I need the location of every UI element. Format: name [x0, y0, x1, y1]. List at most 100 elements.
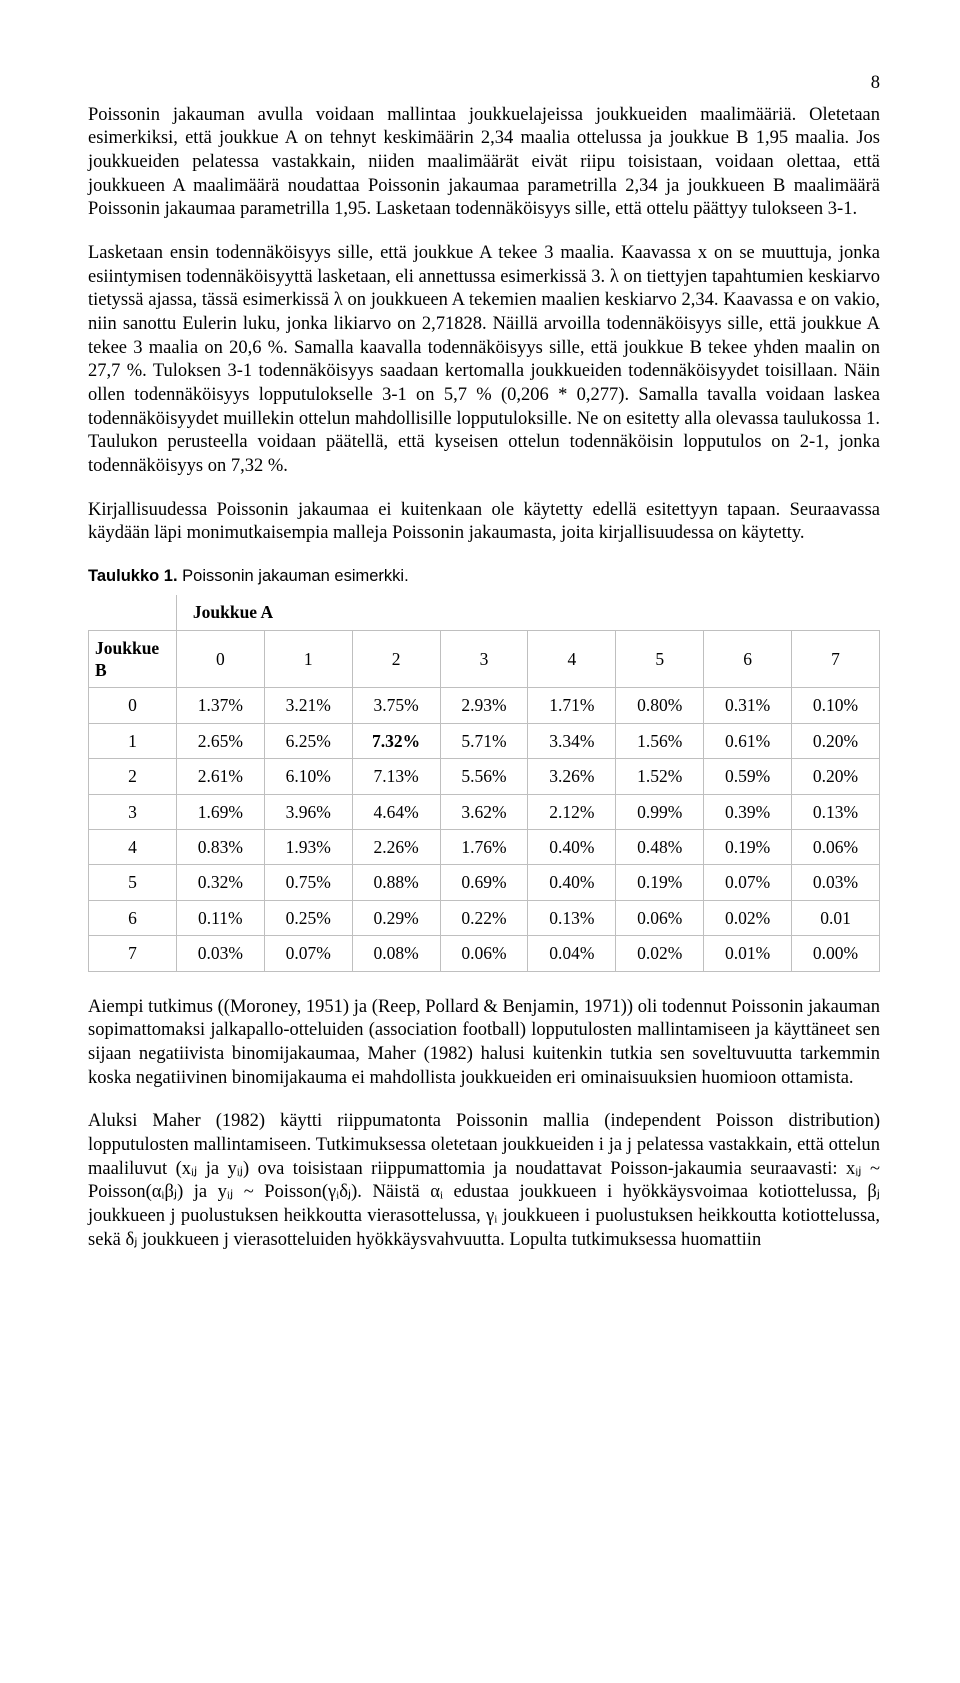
table-row: 22.61%6.10%7.13%5.56%3.26%1.52%0.59%0.20… — [89, 759, 880, 794]
paragraph-2: Lasketaan ensin todennäköisyys sille, et… — [88, 242, 880, 479]
poisson-table: Joukkue A Joukkue B 01234567 01.37%3.21%… — [88, 595, 880, 971]
table-cell: 0.75% — [264, 865, 352, 900]
table-cell: 0.06% — [440, 936, 528, 971]
col-header: 2 — [352, 630, 440, 688]
table-cell: 0.32% — [176, 865, 264, 900]
table-cell: 2.61% — [176, 759, 264, 794]
table-cell: 0.83% — [176, 829, 264, 864]
table-cell: 0.40% — [528, 865, 616, 900]
col-header: 5 — [616, 630, 704, 688]
col-header: 0 — [176, 630, 264, 688]
table-cell: 2.12% — [528, 794, 616, 829]
table-cell: 0.08% — [352, 936, 440, 971]
table-cell: 0.59% — [704, 759, 792, 794]
row-header: 1 — [89, 723, 177, 758]
col-header: 4 — [528, 630, 616, 688]
table-cell: 2.65% — [176, 723, 264, 758]
page-number: 8 — [88, 72, 880, 96]
table-cell: 0.19% — [616, 865, 704, 900]
table-row: 12.65%6.25%7.32%5.71%3.34%1.56%0.61%0.20… — [89, 723, 880, 758]
table-cell: 0.03% — [176, 936, 264, 971]
table-cell: 3.21% — [264, 688, 352, 723]
table-row: 70.03%0.07%0.08%0.06%0.04%0.02%0.01%0.00… — [89, 936, 880, 971]
table-cell: 3.75% — [352, 688, 440, 723]
table-cell: 0.80% — [616, 688, 704, 723]
table-row: 60.11%0.25%0.29%0.22%0.13%0.06%0.02%0.01 — [89, 900, 880, 935]
left-axis-label: Joukkue B — [89, 630, 177, 688]
table-cell: 0.02% — [704, 900, 792, 935]
table-cell: 0.99% — [616, 794, 704, 829]
table-cell: 0.01 — [792, 900, 880, 935]
table-cell: 0.03% — [792, 865, 880, 900]
table-cell: 3.26% — [528, 759, 616, 794]
table-cell: 5.56% — [440, 759, 528, 794]
table-cell: 3.96% — [264, 794, 352, 829]
table-cell: 5.71% — [440, 723, 528, 758]
table-cell: 0.11% — [176, 900, 264, 935]
table-cell: 0.00% — [792, 936, 880, 971]
table-cell: 1.93% — [264, 829, 352, 864]
table-row: 50.32%0.75%0.88%0.69%0.40%0.19%0.07%0.03… — [89, 865, 880, 900]
table-header-row-2: Joukkue B 01234567 — [89, 630, 880, 688]
table-cell: 0.07% — [704, 865, 792, 900]
table-caption-text: Poissonin jakauman esimerkki. — [178, 567, 409, 585]
table-cell: 0.04% — [528, 936, 616, 971]
row-header: 2 — [89, 759, 177, 794]
table-cell: 0.02% — [616, 936, 704, 971]
table-cell: 0.88% — [352, 865, 440, 900]
table-cell: 0.48% — [616, 829, 704, 864]
table-cell: 0.06% — [616, 900, 704, 935]
table-caption-label: Taulukko 1. — [88, 567, 178, 585]
table-cell: 0.40% — [528, 829, 616, 864]
table-cell: 0.01% — [704, 936, 792, 971]
top-axis-label: Joukkue A — [176, 595, 879, 630]
table-cell: 4.64% — [352, 794, 440, 829]
paragraph-4: Aiempi tutkimus ((Moroney, 1951) ja (Ree… — [88, 996, 880, 1091]
table-cell: 1.56% — [616, 723, 704, 758]
table-cell: 0.20% — [792, 759, 880, 794]
row-header: 3 — [89, 794, 177, 829]
table-cell: 7.32% — [352, 723, 440, 758]
col-header: 6 — [704, 630, 792, 688]
table-cell: 0.10% — [792, 688, 880, 723]
table-cell: 6.25% — [264, 723, 352, 758]
table-cell: 2.93% — [440, 688, 528, 723]
table-corner-empty — [89, 595, 177, 630]
table-cell: 0.22% — [440, 900, 528, 935]
col-header: 7 — [792, 630, 880, 688]
table-cell: 1.37% — [176, 688, 264, 723]
table-row: 01.37%3.21%3.75%2.93%1.71%0.80%0.31%0.10… — [89, 688, 880, 723]
table-cell: 1.76% — [440, 829, 528, 864]
table-cell: 0.29% — [352, 900, 440, 935]
table-cell: 0.39% — [704, 794, 792, 829]
table-cell: 0.13% — [528, 900, 616, 935]
table-cell: 0.25% — [264, 900, 352, 935]
table-cell: 2.26% — [352, 829, 440, 864]
table-cell: 0.13% — [792, 794, 880, 829]
table-cell: 3.62% — [440, 794, 528, 829]
paragraph-3: Kirjallisuudessa Poissonin jakaumaa ei k… — [88, 499, 880, 546]
table-row: 40.83%1.93%2.26%1.76%0.40%0.48%0.19%0.06… — [89, 829, 880, 864]
table-row: 31.69%3.96%4.64%3.62%2.12%0.99%0.39%0.13… — [89, 794, 880, 829]
table-cell: 0.61% — [704, 723, 792, 758]
col-header: 1 — [264, 630, 352, 688]
table-cell: 1.69% — [176, 794, 264, 829]
table-cell: 0.31% — [704, 688, 792, 723]
table-cell: 1.71% — [528, 688, 616, 723]
paragraph-1: Poissonin jakauman avulla voidaan mallin… — [88, 104, 880, 222]
table-cell: 0.20% — [792, 723, 880, 758]
table-cell: 6.10% — [264, 759, 352, 794]
paragraph-5: Aluksi Maher (1982) käytti riippumatonta… — [88, 1110, 880, 1252]
table-cell: 0.07% — [264, 936, 352, 971]
row-header: 5 — [89, 865, 177, 900]
table-cell: 7.13% — [352, 759, 440, 794]
col-header: 3 — [440, 630, 528, 688]
row-header: 4 — [89, 829, 177, 864]
row-header: 6 — [89, 900, 177, 935]
table-cell: 0.06% — [792, 829, 880, 864]
table-cell: 3.34% — [528, 723, 616, 758]
table-cell: 0.69% — [440, 865, 528, 900]
row-header: 0 — [89, 688, 177, 723]
table-cell: 1.52% — [616, 759, 704, 794]
table-caption: Taulukko 1. Poissonin jakauman esimerkki… — [88, 566, 880, 587]
